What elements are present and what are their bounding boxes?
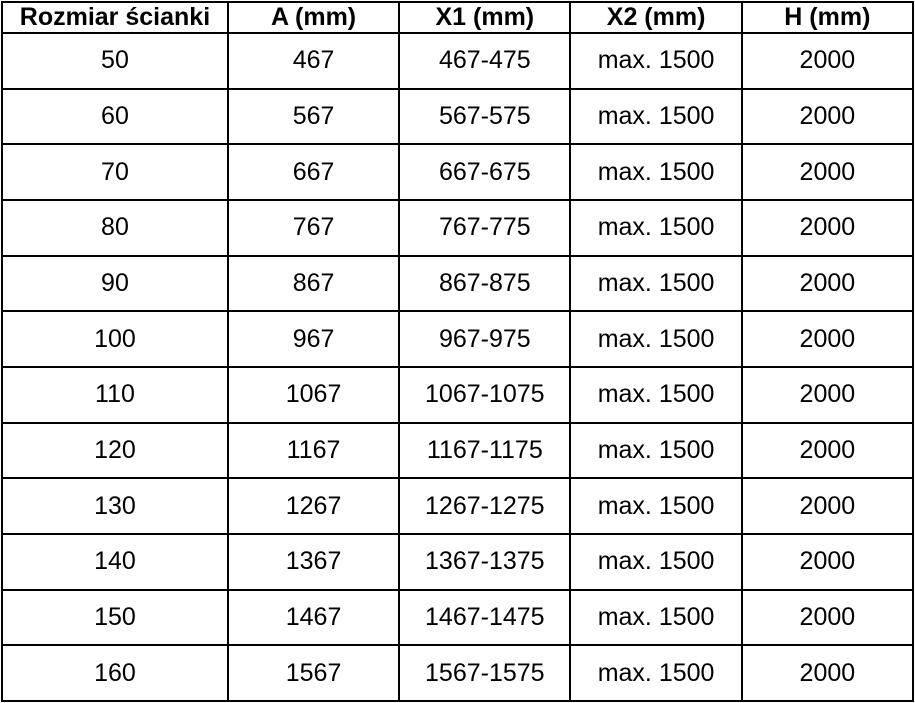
table-cell: 70 (1, 143, 229, 201)
table-cell: 1467-1475 (398, 588, 572, 647)
table-cell: 1467 (226, 588, 401, 647)
table-cell: 2000 (740, 644, 915, 702)
table-cell: max. 1500 (569, 477, 743, 535)
table-cell: max. 1500 (569, 365, 743, 424)
table-cell: 967 (226, 310, 401, 368)
table-cell: 120 (1, 421, 229, 480)
table-row: 160 1567 1567-1575 max. 1500 2000 (1, 644, 915, 702)
table-cell: 1567 (226, 644, 401, 702)
table-cell: 1567-1575 (398, 644, 572, 702)
column-header: X1 (mm) (398, 1, 572, 34)
table-cell: 1067-1075 (398, 365, 572, 424)
table-cell: 2000 (740, 87, 915, 146)
table-cell: 867-875 (398, 254, 572, 313)
table-cell: 1267-1275 (398, 477, 572, 535)
table-cell: 567-575 (398, 87, 572, 146)
table-row: 60 567 567-575 max. 1500 2000 (1, 87, 915, 146)
table-cell: 467-475 (398, 32, 572, 90)
table-cell: 1367 (226, 532, 401, 591)
table-row: 130 1267 1267-1275 max. 1500 2000 (1, 477, 915, 535)
table-cell: 130 (1, 477, 229, 535)
table-cell: max. 1500 (569, 644, 743, 702)
table-cell: max. 1500 (569, 588, 743, 647)
table-cell: 2000 (740, 421, 915, 480)
table-cell: 1167-1175 (398, 421, 572, 480)
table-cell: max. 1500 (569, 532, 743, 591)
table-cell: 50 (1, 32, 229, 90)
column-header: A (mm) (226, 1, 401, 34)
table-body: 50 467 467-475 max. 1500 2000 60 567 567-575 max… (1, 32, 915, 702)
table-cell: 90 (1, 254, 229, 313)
table-row: 150 1467 1467-1475 max. 1500 2000 (1, 588, 915, 647)
column-header: H (mm) (740, 1, 915, 34)
table-cell: 2000 (740, 254, 915, 313)
table-cell: 140 (1, 532, 229, 591)
table-cell: 767 (226, 198, 401, 257)
table-cell: 2000 (740, 365, 915, 424)
table-cell: 2000 (740, 532, 915, 591)
table-row: 140 1367 1367-1375 max. 1500 2000 (1, 532, 915, 591)
table-row: 50 467 467-475 max. 1500 2000 (1, 32, 915, 90)
table-cell: 2000 (740, 143, 915, 201)
table-cell: 2000 (740, 310, 915, 368)
header-row: Rozmiar ścianki A (mm) X1 (mm) X2 (mm) H (mm… (1, 1, 915, 34)
table-cell: 80 (1, 198, 229, 257)
table-cell: 2000 (740, 198, 915, 257)
table-row: 70 667 667-675 max. 1500 2000 (1, 143, 915, 201)
table-cell: 967-975 (398, 310, 572, 368)
table-row: 100 967 967-975 max. 1500 2000 (1, 310, 915, 368)
table-cell: max. 1500 (569, 254, 743, 313)
table-cell: 1267 (226, 477, 401, 535)
table-cell: 567 (226, 87, 401, 146)
table-cell: 2000 (740, 32, 915, 90)
table-cell: max. 1500 (569, 87, 743, 146)
table-row: 110 1067 1067-1075 max. 1500 2000 (1, 365, 915, 424)
table-cell: 1067 (226, 365, 401, 424)
column-header: Rozmiar ścianki (1, 1, 229, 34)
table-cell: max. 1500 (569, 32, 743, 90)
table-cell: 667 (226, 143, 401, 201)
table-cell: 60 (1, 87, 229, 146)
table-cell: max. 1500 (569, 310, 743, 368)
table-cell: 110 (1, 365, 229, 424)
table-row: 120 1167 1167-1175 max. 1500 2000 (1, 421, 915, 480)
table-cell: max. 1500 (569, 198, 743, 257)
table-cell: 100 (1, 310, 229, 368)
table-cell: 767-775 (398, 198, 572, 257)
table-cell: 2000 (740, 588, 915, 647)
table-cell: 1367-1375 (398, 532, 572, 591)
table-row: 90 867 867-875 max. 1500 2000 (1, 254, 915, 313)
table-row: 80 767 767-775 max. 1500 2000 (1, 198, 915, 257)
table-cell: 160 (1, 644, 229, 702)
column-header: X2 (mm) (569, 1, 743, 34)
table-cell: max. 1500 (569, 143, 743, 201)
table-cell: 150 (1, 588, 229, 647)
table-cell: 667-675 (398, 143, 572, 201)
table-cell: 467 (226, 32, 401, 90)
table-cell: max. 1500 (569, 421, 743, 480)
table-cell: 2000 (740, 477, 915, 535)
table-cell: 867 (226, 254, 401, 313)
table-header: Rozmiar ścianki A (mm) X1 (mm) X2 (mm) H (mm… (1, 1, 915, 34)
table-cell: 1167 (226, 421, 401, 480)
